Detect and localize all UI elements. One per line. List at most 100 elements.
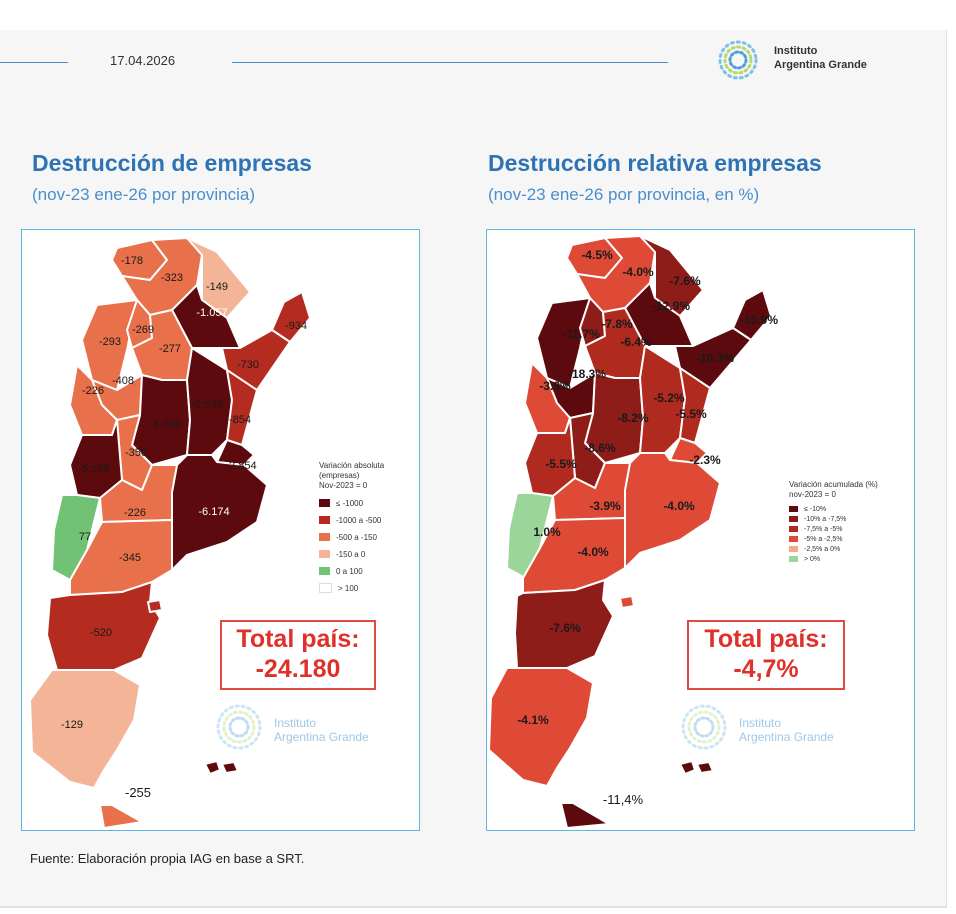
label-corrientes: -10.3% bbox=[696, 351, 734, 365]
label-santafe: -2.542 bbox=[191, 399, 222, 411]
legend-title: Variación acumulada (%) nov-2023 = 0 bbox=[789, 480, 878, 499]
label-mendoza: -5.5% bbox=[545, 457, 577, 471]
left-total-value: -24.180 bbox=[255, 655, 341, 683]
legend-swatch bbox=[789, 546, 798, 552]
legend-label: -7,5% a -5% bbox=[804, 525, 843, 533]
watermark-line2: Argentina Grande bbox=[274, 730, 369, 744]
label-misiones: -10.9% bbox=[740, 313, 778, 327]
map-tierradelfuego bbox=[560, 802, 610, 829]
label-chubut: -520 bbox=[90, 627, 112, 639]
legend-item: -2,5% a 0% bbox=[789, 544, 878, 554]
map-malvinas bbox=[679, 760, 696, 775]
label-buenosaires: -4.0% bbox=[663, 499, 695, 513]
label-rionegro: -4.0% bbox=[577, 545, 609, 559]
legend-title: Variación absoluta (empresas) Nov-2023 =… bbox=[319, 461, 385, 490]
left-total-box: Total país: -24.180 bbox=[220, 620, 376, 690]
logo-line1: Instituto bbox=[774, 45, 818, 57]
legend-item: -150 a 0 bbox=[319, 548, 384, 560]
legend-swatch bbox=[319, 550, 330, 558]
legend-item: > 0% bbox=[789, 554, 878, 564]
label-entrerios: -5.5% bbox=[675, 407, 707, 421]
header-date: 17.04.2026 bbox=[110, 53, 176, 68]
label-catamarca: -11.7% bbox=[562, 327, 600, 341]
legend-label: -10% a -7,5% bbox=[804, 515, 847, 523]
watermark-line1: Instituto bbox=[274, 716, 317, 730]
legend-label: -150 a 0 bbox=[336, 549, 366, 559]
map-island bbox=[619, 595, 635, 609]
left-map-svg: -178 -323 -149 -1.057 -934 -293 -269 -27… bbox=[29, 237, 311, 829]
label-tucuman: -7.8% bbox=[601, 317, 633, 331]
legend-swatch bbox=[789, 516, 798, 522]
legend-swatch bbox=[319, 516, 330, 524]
map-chaco bbox=[171, 284, 241, 349]
label-salta: -4.0% bbox=[622, 265, 654, 279]
label-rionegro: -345 bbox=[119, 552, 141, 564]
map-caba bbox=[669, 437, 708, 464]
label-formosa: -149 bbox=[206, 281, 228, 293]
legend-label: 0 a 100 bbox=[336, 566, 363, 576]
legend-swatch bbox=[789, 506, 798, 512]
label-jujuy: -178 bbox=[121, 255, 143, 267]
label-lapampa: -226 bbox=[124, 507, 146, 519]
map-malvinas-west bbox=[221, 761, 239, 774]
map-chubut bbox=[514, 579, 614, 669]
map-chubut bbox=[46, 581, 161, 671]
label-entrerios: -854 bbox=[229, 414, 251, 426]
label-santacruz: -4.1% bbox=[517, 713, 549, 727]
legend-swatch bbox=[789, 556, 798, 562]
legend-swatch bbox=[789, 536, 798, 542]
legend-item: -7,5% a -5% bbox=[789, 524, 878, 534]
label-cordoba: -8.2% bbox=[617, 411, 649, 425]
map-misiones bbox=[732, 289, 772, 341]
legend-label: ≤ -10% bbox=[804, 505, 827, 513]
legend-label: > 0% bbox=[804, 555, 821, 563]
label-santiago: -6.4% bbox=[620, 335, 652, 349]
label-larioja: -18.3% bbox=[568, 367, 606, 381]
label-buenosaires: -6.174 bbox=[198, 506, 229, 518]
header-rule-left bbox=[0, 62, 68, 63]
map-misiones bbox=[271, 291, 311, 343]
label-chaco: -12.9% bbox=[652, 299, 690, 313]
legend-item: -10% a -7,5% bbox=[789, 514, 878, 524]
map-santacruz bbox=[29, 669, 141, 789]
label-tierradelfuego: -255 bbox=[125, 785, 151, 800]
label-santafe: -5.2% bbox=[653, 391, 685, 405]
watermark-text: Instituto Argentina Grande bbox=[274, 716, 369, 744]
map-chaco bbox=[624, 282, 694, 347]
label-santiago: -277 bbox=[159, 343, 181, 355]
watermark-line1: Instituto bbox=[739, 716, 782, 730]
map-island bbox=[147, 599, 163, 613]
label-salta: -323 bbox=[161, 272, 183, 284]
label-lapampa: -3.9% bbox=[589, 499, 621, 513]
label-larioja: -408 bbox=[112, 375, 134, 387]
legend-swatch bbox=[319, 499, 330, 507]
label-caba: -2.854 bbox=[225, 460, 256, 472]
legend-label: -1000 a -500 bbox=[336, 515, 382, 525]
map-tierradelfuego bbox=[99, 804, 143, 829]
right-total-box: Total país: -4,7% bbox=[687, 620, 845, 690]
label-cordoba: -4.090 bbox=[149, 419, 180, 431]
watermark-text: Instituto Argentina Grande bbox=[739, 716, 834, 744]
left-legend: Variación absoluta (empresas) Nov-2023 =… bbox=[319, 461, 384, 599]
label-tierradelfuego: -11,4% bbox=[603, 792, 644, 807]
legend-item: -1000 a -500 bbox=[319, 514, 384, 526]
label-sanjuan: -226 bbox=[82, 385, 104, 397]
legend-item: 0 a 100 bbox=[319, 565, 384, 577]
left-total-label: Total país: bbox=[236, 625, 360, 653]
legend-label: -2,5% a 0% bbox=[804, 545, 841, 553]
legend-label: -500 a -150 bbox=[336, 532, 377, 542]
right-title: Destrucción relativa empresas bbox=[488, 150, 822, 176]
label-chubut: -7.6% bbox=[549, 621, 581, 635]
label-caba: -2.3% bbox=[689, 453, 721, 467]
legend-item: -5% a -2,5% bbox=[789, 534, 878, 544]
map-malvinas-west bbox=[696, 761, 714, 774]
label-misiones: -934 bbox=[285, 320, 307, 332]
map-malvinas bbox=[204, 760, 221, 775]
label-neuquen: 77 bbox=[79, 531, 91, 543]
legend-item: ≤ -10% bbox=[789, 504, 878, 514]
iag-logo-text: Instituto Argentina Grande bbox=[774, 44, 867, 72]
legend-swatch bbox=[319, 583, 332, 593]
right-map-panel: -4.5% -4.0% -7.6% -12.9% -10.9% -7.8% -1… bbox=[486, 229, 915, 831]
right-total-label: Total país: bbox=[704, 625, 828, 653]
right-legend: Variación acumulada (%) nov-2023 = 0 ≤ -… bbox=[789, 480, 878, 564]
